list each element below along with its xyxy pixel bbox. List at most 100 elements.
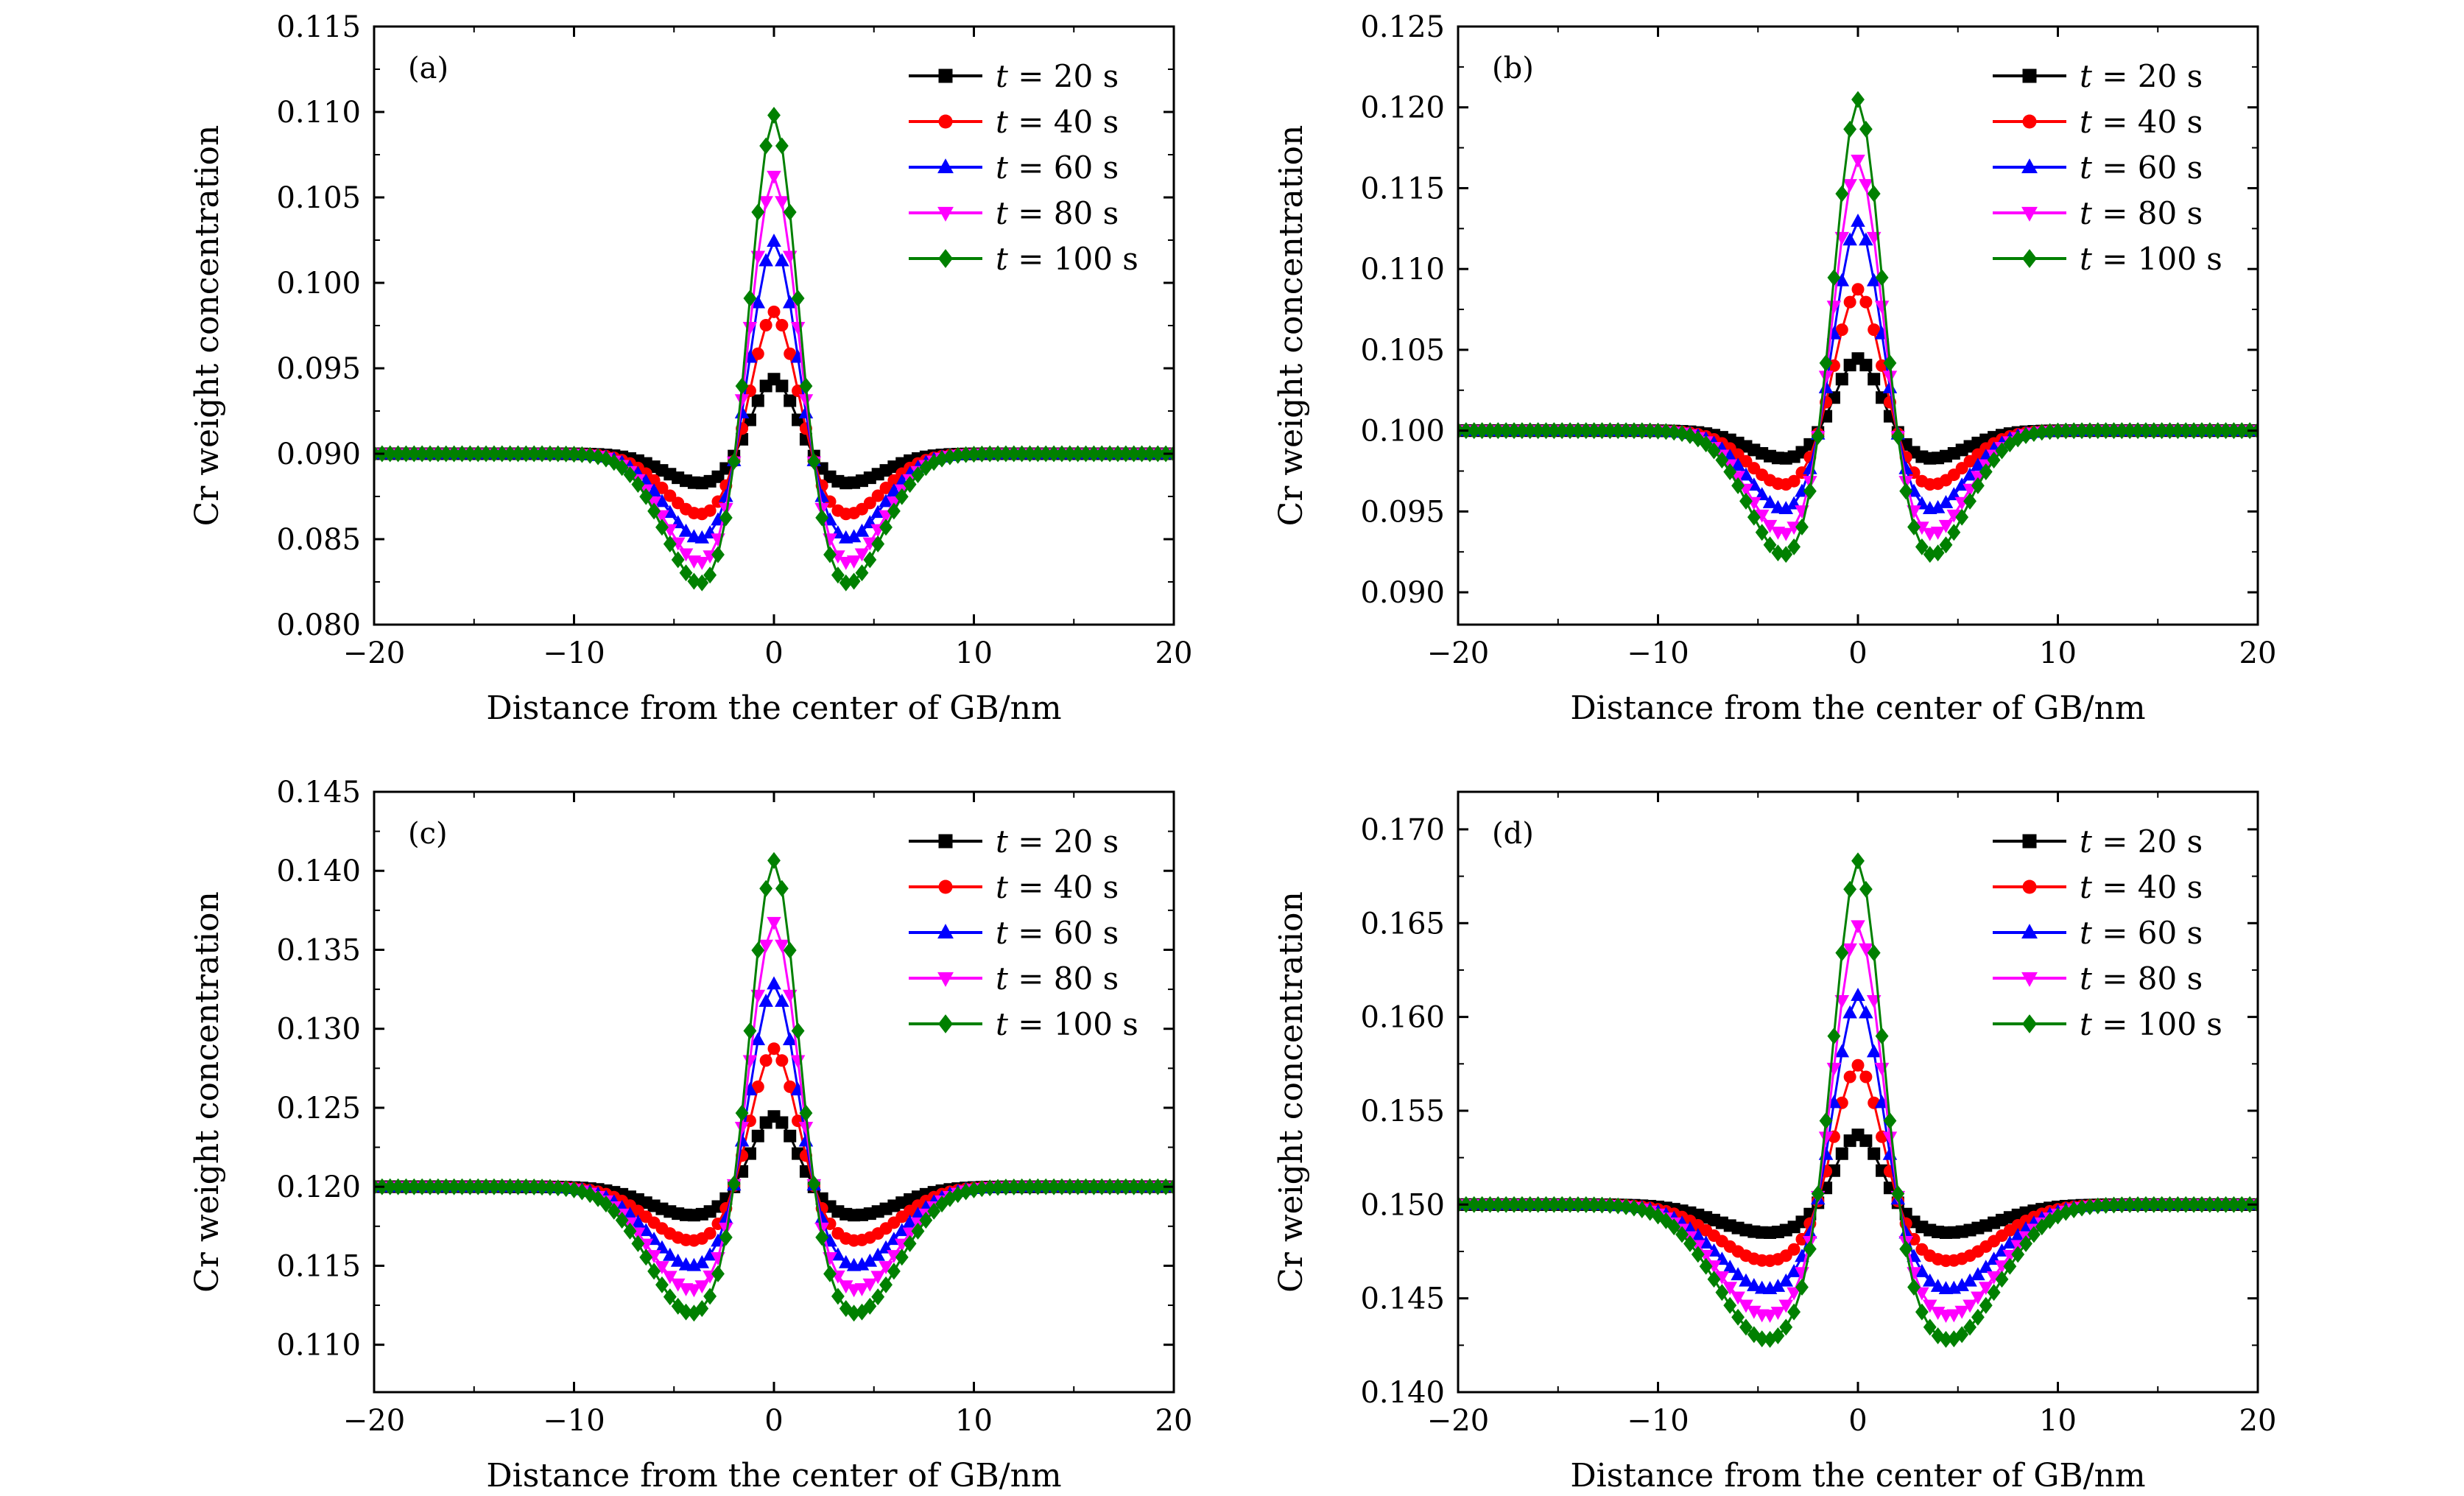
data-point — [1843, 880, 1857, 898]
x-tick-label: −20 — [343, 1404, 405, 1438]
data-point — [1859, 295, 1873, 309]
legend-label: t = 60 s — [2080, 915, 2203, 951]
data-point — [1635, 422, 1649, 440]
data-point — [487, 1178, 501, 1195]
data-point — [2067, 1201, 2081, 1218]
legend-symbol: t — [996, 869, 1008, 905]
data-point — [647, 1263, 661, 1280]
legend-marker — [2022, 1014, 2037, 1033]
data-point — [1899, 482, 1913, 500]
legend-value: = 100 s — [2092, 1006, 2222, 1042]
legend-symbol: t — [996, 961, 1008, 997]
x-tick-label: 20 — [1155, 1404, 1193, 1438]
data-point — [2075, 1199, 2089, 1217]
data-point — [1930, 499, 1946, 513]
data-point — [999, 1179, 1013, 1196]
y-tick-label: 0.110 — [1360, 253, 1445, 287]
data-point — [1915, 1264, 1929, 1277]
data-point — [1675, 1226, 1689, 1243]
data-point — [1771, 544, 1785, 562]
data-point — [870, 1271, 885, 1285]
data-point — [1762, 494, 1778, 508]
legend-marker — [2021, 924, 2038, 939]
data-point — [1851, 988, 1865, 1001]
legend-symbol: t — [996, 823, 1008, 860]
legend-symbol: t — [2080, 961, 2092, 997]
data-point — [1835, 323, 1848, 337]
data-point — [2203, 422, 2217, 440]
legend-label: t = 80 s — [996, 961, 1119, 997]
data-point — [1111, 1178, 1124, 1195]
data-point — [734, 1121, 750, 1135]
data-point — [431, 445, 445, 463]
data-point — [2011, 430, 2025, 448]
y-tick-label: 0.155 — [1360, 1095, 1445, 1128]
data-point — [1063, 445, 1077, 463]
data-point — [1683, 1221, 1697, 1235]
data-point — [719, 1229, 733, 1246]
data-point — [847, 572, 861, 590]
data-point — [1955, 1326, 1969, 1344]
y-tick-label: 0.120 — [1360, 91, 1445, 125]
data-point — [838, 1280, 853, 1294]
y-tick-label: 0.105 — [276, 181, 361, 215]
data-point — [1882, 1131, 1898, 1145]
legend-value: = 80 s — [2092, 961, 2203, 997]
legend-symbol: t — [996, 150, 1008, 186]
y-tick-label: 0.145 — [1360, 1282, 1445, 1316]
data-point — [703, 1226, 717, 1240]
data-point — [2219, 422, 2233, 440]
data-point — [1111, 445, 1124, 463]
data-point — [1087, 445, 1101, 463]
legend-label: t = 80 s — [2080, 961, 2203, 997]
data-point — [807, 1175, 821, 1193]
y-tick-label: 0.095 — [276, 352, 361, 386]
x-axis-label: Distance from the center of GB/nm — [1570, 1457, 2145, 1495]
data-point — [735, 377, 749, 395]
data-point — [1611, 422, 1625, 440]
y-tick-label: 0.145 — [276, 776, 361, 810]
data-point — [1931, 544, 1945, 562]
data-point — [887, 502, 901, 520]
data-point — [567, 446, 581, 463]
legend-value: = 20 s — [2092, 58, 2203, 94]
data-point — [1842, 232, 1857, 246]
data-point — [1795, 1279, 1809, 1296]
data-point — [1715, 452, 1729, 469]
data-point — [647, 483, 661, 497]
x-tick-label: −20 — [343, 636, 405, 670]
x-tick-label: −20 — [1427, 636, 1489, 670]
data-point — [2195, 1195, 2208, 1213]
data-point — [2019, 1235, 2032, 1252]
data-point — [2147, 422, 2161, 440]
data-point — [519, 1178, 533, 1195]
data-point — [783, 203, 797, 221]
data-point — [759, 137, 773, 155]
data-point — [455, 1178, 469, 1195]
legend-symbol: t — [2080, 104, 2092, 140]
data-point — [2227, 1195, 2241, 1213]
data-point — [846, 555, 862, 569]
data-point — [511, 1178, 525, 1195]
data-point — [1915, 538, 1929, 555]
data-point — [1963, 1318, 1977, 1336]
data-point — [543, 1179, 557, 1196]
data-point — [647, 502, 661, 520]
data-point — [791, 289, 805, 307]
data-point — [1047, 1178, 1061, 1195]
data-point — [1523, 1195, 1537, 1213]
data-point — [1055, 1178, 1069, 1195]
legend-symbol: t — [2080, 915, 2092, 951]
data-point — [1778, 1273, 1794, 1287]
data-point — [670, 1253, 686, 1267]
data-point — [862, 537, 878, 551]
data-point — [1699, 1257, 1713, 1275]
data-point — [831, 1288, 845, 1305]
series-line — [374, 238, 1174, 540]
legend-symbol: t — [2080, 1006, 2092, 1042]
data-point — [663, 1247, 677, 1261]
data-point — [670, 1278, 686, 1292]
data-point — [750, 1032, 766, 1046]
legend-value: = 80 s — [1008, 195, 1119, 231]
data-point — [1787, 474, 1801, 488]
